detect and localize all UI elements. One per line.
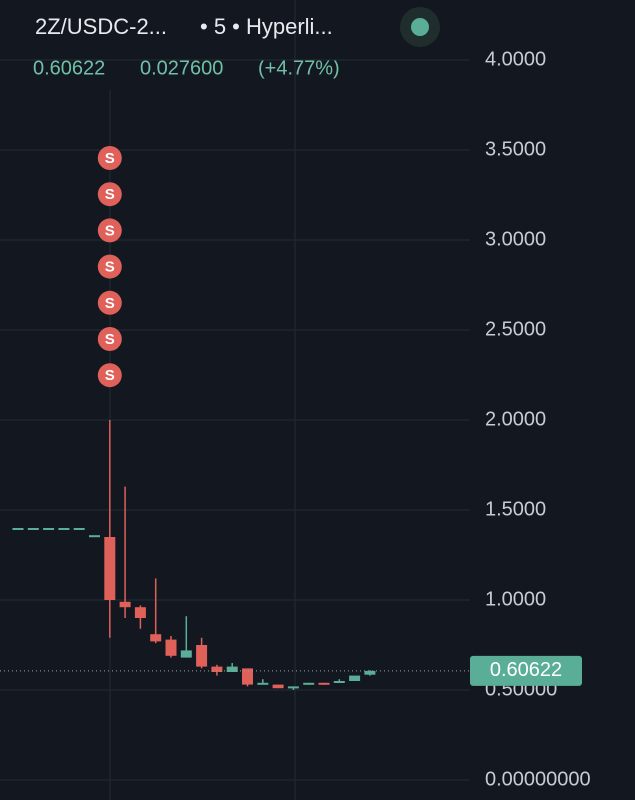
candle-body [43,528,55,530]
sell-marker-label: S [105,150,115,167]
y-tick-label: 4.0000 [485,48,546,70]
sell-marker [97,182,122,207]
sell-marker [97,146,122,170]
y-tick-label: 2.0000 [485,408,546,430]
sell-marker [97,218,122,243]
sell-marker-label: S [105,186,115,203]
y-tick-label: 0.00000000 [485,768,591,790]
sell-marker [97,363,122,388]
sell-marker-label: S [105,367,115,384]
y-tick-label: 3.5000 [485,138,546,160]
candle-body [196,645,208,667]
candle-body [134,607,146,618]
candle-body [89,535,100,538]
change-pct: (+4.77%) [258,57,340,79]
candle-body [349,675,361,681]
y-tick-label: 1.5000 [485,498,546,520]
y-tick-label: 1.0000 [485,588,546,610]
candle-body [12,528,24,530]
candle-body [272,684,284,689]
y-tick-label: 3.0000 [485,228,546,250]
candle-body [58,528,70,530]
candle-body [333,681,345,683]
last-price-tag-label: 0.60622 [490,659,562,681]
sell-marker-label: S [105,222,115,239]
status-dot [411,18,429,36]
candle-body [226,666,238,672]
candle-body [318,682,330,685]
candle-body [287,686,299,689]
candle-body [119,601,131,608]
candle-body [104,537,116,600]
candle-body [150,634,162,642]
sell-marker-label: S [105,259,115,276]
candle-body [165,639,177,656]
y-tick-label: 2.5000 [485,318,546,340]
sell-marker [97,254,122,279]
last-price: 0.60622 [33,57,105,79]
candle-body [73,528,85,530]
candle-body [27,528,39,530]
sell-marker-label: S [105,295,115,312]
candle-body [303,682,315,685]
candle-body [242,668,253,685]
symbol: 2Z/USDC-2... [35,14,167,39]
candle-body [211,666,223,672]
candle-body [364,670,376,675]
sell-marker-label: S [105,331,115,348]
candle-body [180,650,192,658]
last-price-tag [470,655,582,686]
sell-marker [97,290,122,315]
sell-marker [97,327,122,351]
source: • 5 • Hyperli... [200,14,333,39]
candle-body [257,682,269,685]
change: 0.027600 [140,57,223,79]
